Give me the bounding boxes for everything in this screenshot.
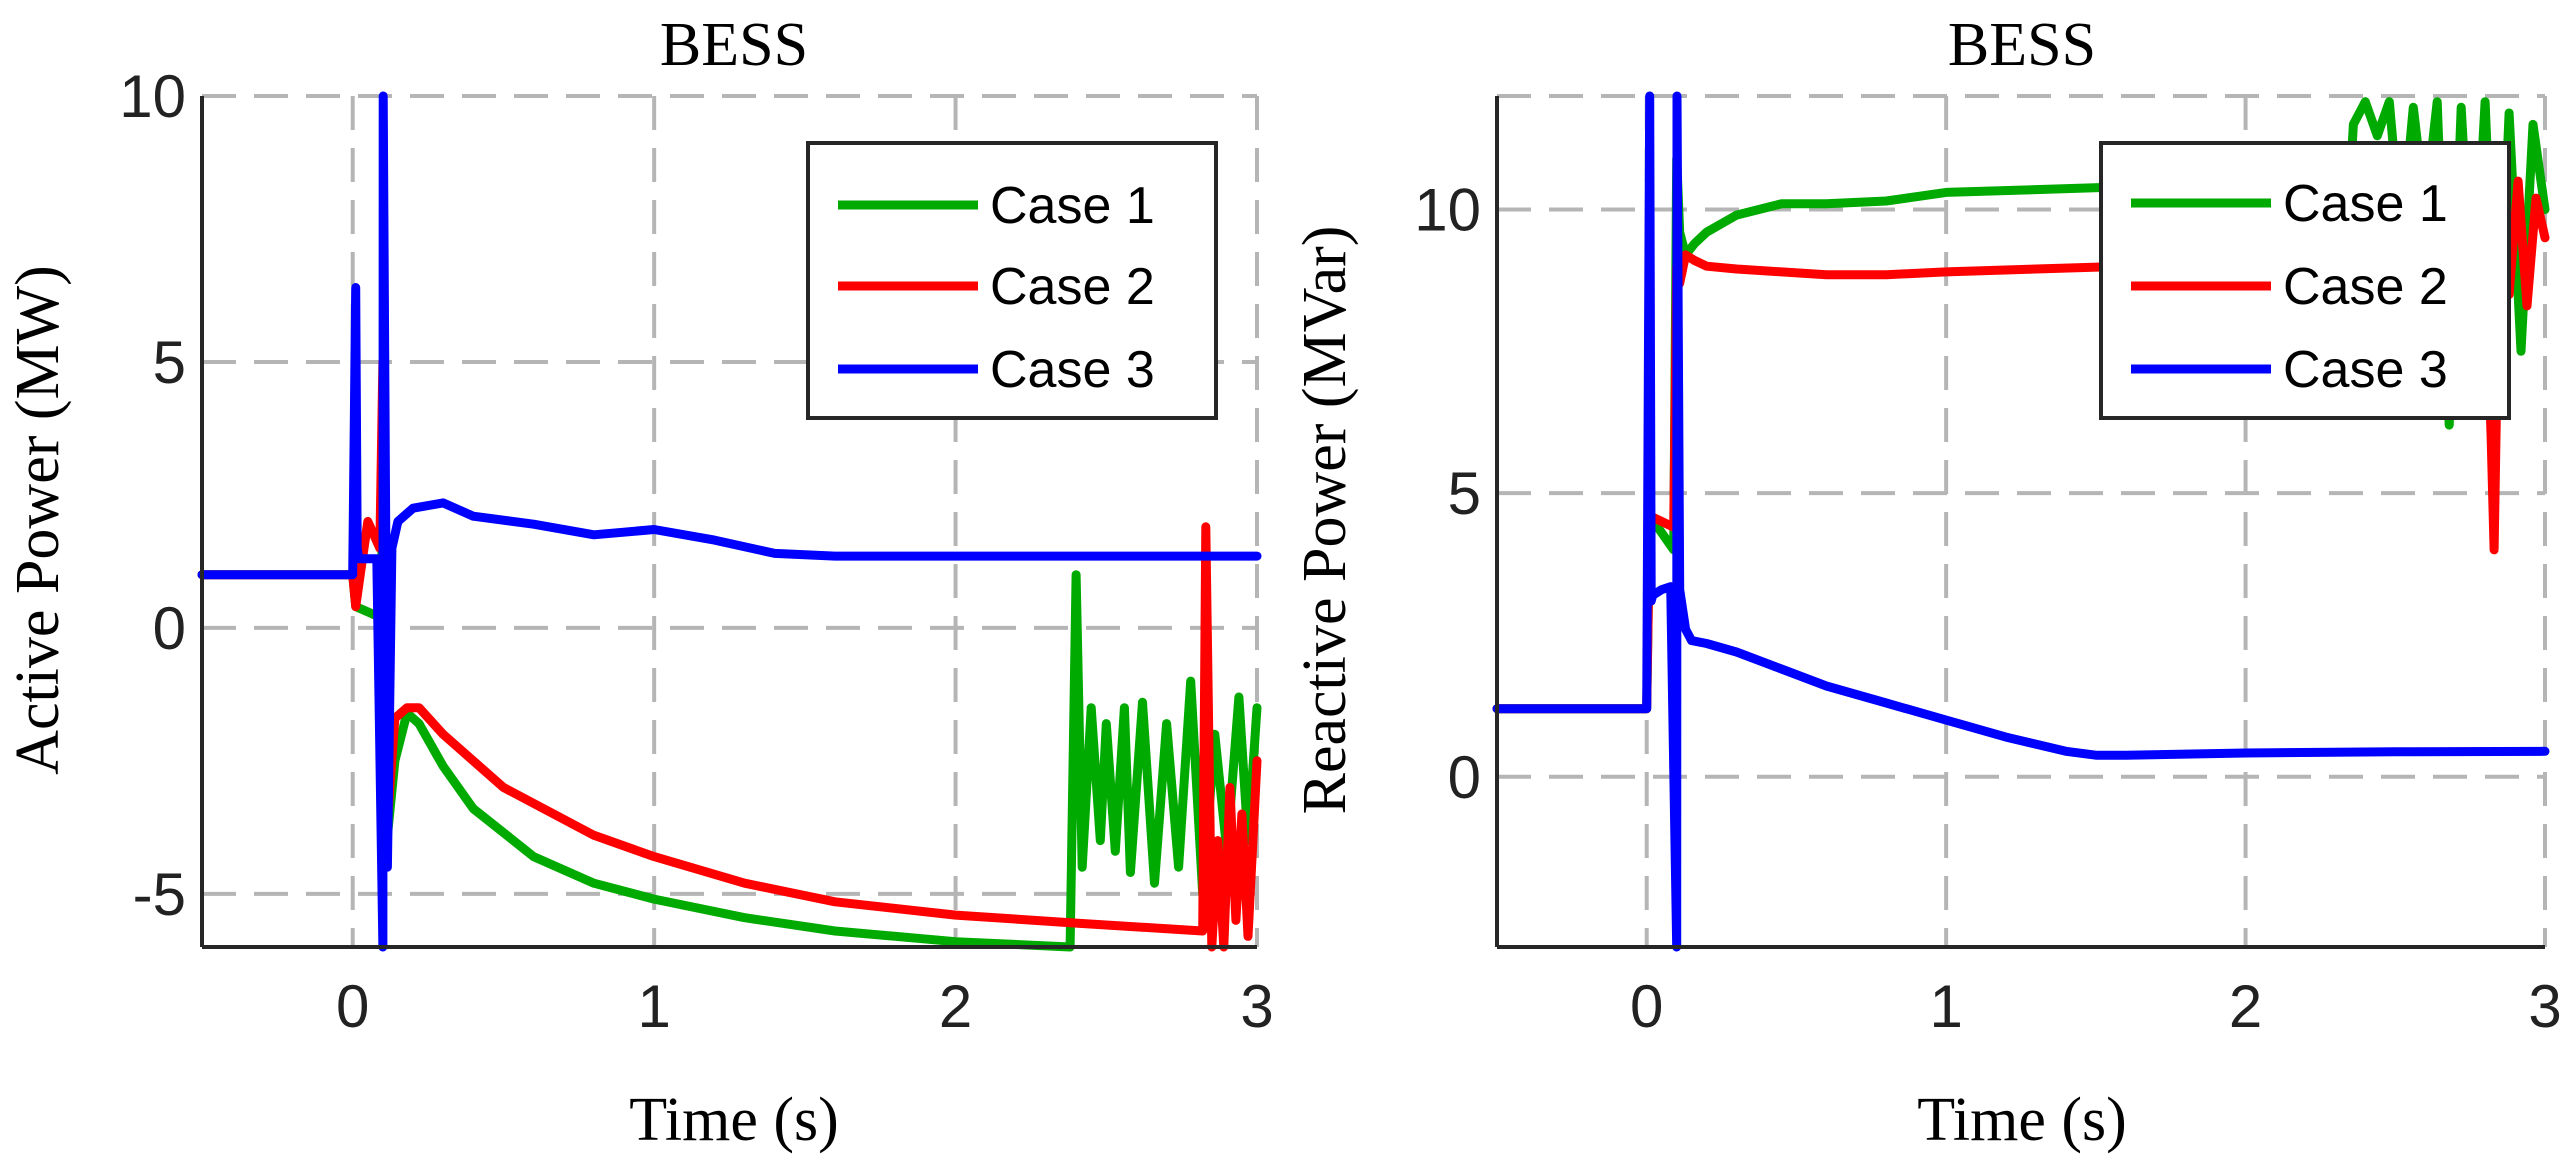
legend-label-case-1: Case 1: [990, 177, 1155, 235]
x-tick-label: 2: [939, 973, 972, 1040]
legend-label-case-2: Case 2: [990, 258, 1155, 316]
y-tick-label: 0: [153, 595, 186, 662]
legend-label-case-2: Case 2: [2283, 258, 2448, 316]
series-line-case-3: [1492, 91, 2550, 952]
chart-active-power: BESS Time (s) Active Power (MW) -5 0 5 1…: [4, 11, 1274, 1154]
series-line-case-3: [197, 91, 1262, 952]
x-axis-label: Time (s): [629, 1086, 839, 1154]
legend-label-case-3: Case 3: [990, 341, 1155, 399]
y-tick-label: -5: [133, 861, 186, 928]
chart-title: BESS: [660, 11, 808, 79]
x-tick-label: 0: [336, 973, 369, 1040]
chart-reactive-power: BESS Time (s) Reactive Power (MVar) 0 5 …: [1291, 11, 2562, 1154]
legend: Case 1 Case 2 Case 3: [806, 141, 1218, 420]
legend-label-case-1: Case 1: [2283, 175, 2448, 233]
legend: Case 1 Case 2 Case 3: [2099, 141, 2511, 420]
x-tick-label: 0: [1630, 973, 1663, 1040]
y-tick-label: 10: [1414, 176, 1481, 243]
x-axis-label: Time (s): [1917, 1086, 2127, 1154]
x-tick-label: 1: [637, 973, 670, 1040]
x-tick-label: 3: [1240, 973, 1273, 1040]
y-tick-label: 10: [119, 63, 186, 130]
x-tick-label: 2: [2229, 973, 2262, 1040]
chart-title: BESS: [1948, 11, 2096, 79]
y-axis-label: Reactive Power (MVar): [1291, 226, 1359, 815]
y-axis-label: Active Power (MW): [4, 265, 72, 775]
y-tick-label: 0: [1448, 744, 1481, 811]
x-tick-label: 3: [2528, 973, 2561, 1040]
x-tick-label: 1: [1929, 973, 1962, 1040]
y-tick-label: 5: [1448, 460, 1481, 527]
y-tick-label: 5: [153, 329, 186, 396]
plot-area: [197, 91, 1262, 952]
legend-label-case-3: Case 3: [2283, 341, 2448, 399]
